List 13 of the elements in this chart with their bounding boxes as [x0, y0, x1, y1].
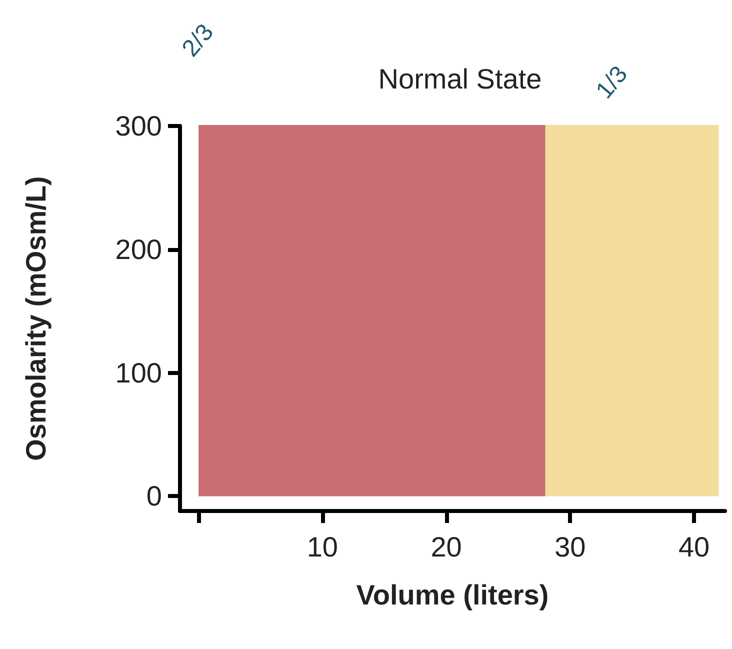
y-tick-label: 200 — [115, 234, 162, 265]
x-tick-label: 20 — [430, 532, 462, 562]
y-axis-title: Osmolarity (mOsm/L) — [20, 176, 52, 461]
x-axis-title: Volume (liters) — [356, 580, 549, 610]
x-tick-label: 30 — [554, 532, 586, 562]
y-tick-label: 300 — [115, 110, 162, 142]
y-tick-label: 0 — [146, 480, 162, 512]
text: 2/3 — [176, 19, 219, 62]
chart-title: Normal State — [378, 64, 542, 94]
x-tick-label: 40 — [678, 532, 710, 562]
text: 1/3 — [590, 61, 633, 104]
x-tick-label: 10 — [306, 532, 338, 562]
y-tick-label: 100 — [115, 357, 162, 388]
